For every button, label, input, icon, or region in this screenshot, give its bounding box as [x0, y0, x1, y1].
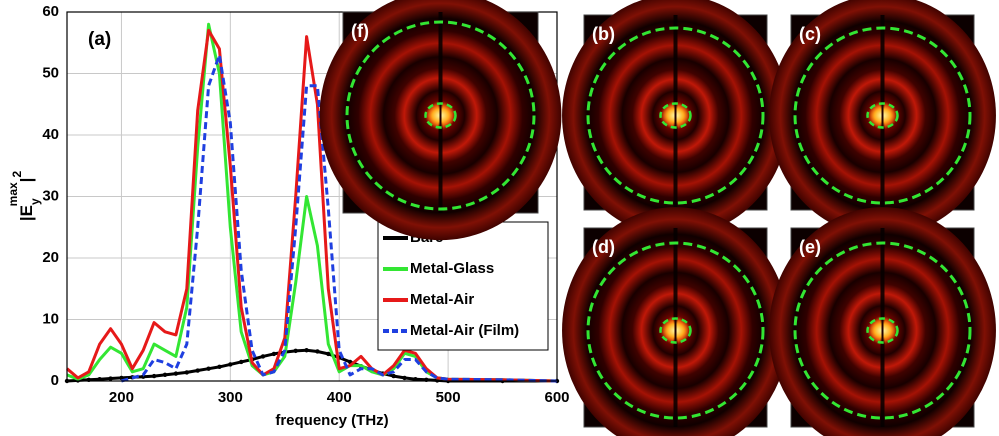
point — [391, 374, 395, 378]
y-axis-label: |Eymax|2 — [6, 171, 42, 222]
panel-label: (f) — [351, 21, 369, 41]
point — [195, 368, 199, 372]
y-axis-label-part: max — [6, 182, 20, 206]
point — [217, 365, 221, 369]
y-tick-label: 10 — [42, 310, 59, 327]
point — [206, 367, 210, 371]
point — [304, 348, 308, 352]
point — [261, 354, 265, 358]
point — [402, 376, 406, 380]
y-axis-label-part: y — [28, 198, 42, 205]
figure: 0 10 20 30 40 50 60 200 300 400 500 600 (a) frequency… — [0, 0, 999, 436]
x-tick-label: 200 — [109, 389, 134, 406]
legend-label: Metal-Air (Film) — [410, 322, 519, 339]
point — [163, 373, 167, 377]
x-tick-label: 600 — [544, 389, 569, 406]
x-axis-label: frequency (THz) — [275, 412, 388, 429]
node-line — [675, 319, 677, 343]
y-tick-label: 30 — [42, 187, 59, 204]
panel-label: (a) — [88, 29, 111, 50]
panel-label: (e) — [799, 237, 821, 257]
node-line — [882, 104, 884, 128]
y-tick-label: 60 — [42, 3, 59, 20]
y-axis-label-part: |E — [17, 205, 36, 221]
panel-label: (d) — [592, 237, 615, 257]
point — [239, 360, 243, 364]
y-tick-label: 50 — [42, 64, 59, 81]
panel-label: (b) — [592, 24, 615, 44]
x-tick-label: 500 — [436, 389, 461, 406]
legend-label: Metal-Air — [410, 291, 474, 308]
legend-label: Metal-Glass — [410, 260, 494, 277]
y-axis-label-part: 2 — [10, 171, 24, 178]
point — [228, 362, 232, 366]
panel-label: (c) — [799, 24, 821, 44]
x-tick-label: 400 — [327, 389, 352, 406]
node-line — [440, 104, 442, 128]
y-tick-label: 20 — [42, 249, 59, 266]
point — [174, 371, 178, 375]
point — [315, 349, 319, 353]
y-tick-label: 0 — [51, 372, 59, 389]
point — [108, 376, 112, 380]
node-line — [675, 104, 677, 128]
point — [293, 349, 297, 353]
point — [185, 370, 189, 374]
x-tick-label: 300 — [218, 389, 243, 406]
node-line — [882, 319, 884, 343]
point — [326, 352, 330, 356]
point — [272, 352, 276, 356]
point — [152, 374, 156, 378]
y-tick-label: 40 — [42, 126, 59, 143]
